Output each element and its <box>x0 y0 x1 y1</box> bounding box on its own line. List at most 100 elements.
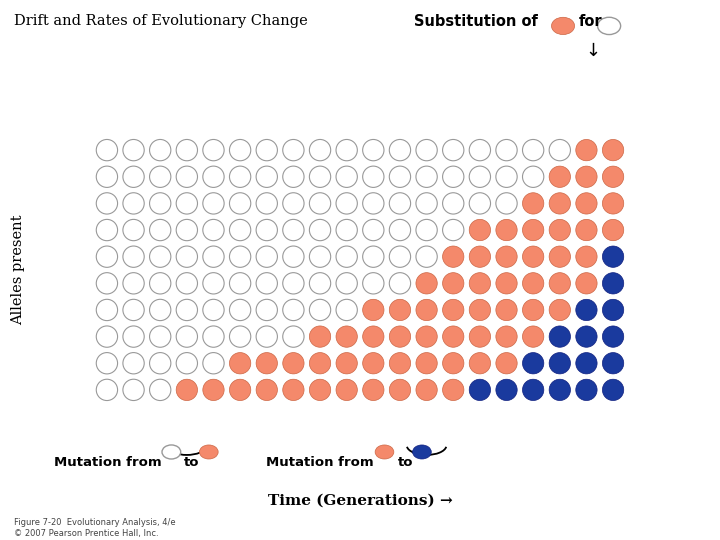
Circle shape <box>123 299 144 321</box>
Circle shape <box>496 326 517 347</box>
Circle shape <box>176 273 197 294</box>
Circle shape <box>230 273 251 294</box>
Circle shape <box>123 139 144 161</box>
Circle shape <box>496 193 517 214</box>
Circle shape <box>603 193 624 214</box>
Circle shape <box>549 139 570 161</box>
Circle shape <box>363 379 384 401</box>
Circle shape <box>199 445 218 459</box>
Circle shape <box>176 326 197 347</box>
Circle shape <box>230 246 251 267</box>
Circle shape <box>603 299 624 321</box>
Circle shape <box>469 246 490 267</box>
Circle shape <box>576 219 597 241</box>
Circle shape <box>150 166 171 187</box>
Circle shape <box>123 219 144 241</box>
Circle shape <box>603 139 624 161</box>
Circle shape <box>390 326 410 347</box>
Circle shape <box>283 273 304 294</box>
Circle shape <box>363 353 384 374</box>
Circle shape <box>576 246 597 267</box>
Circle shape <box>230 219 251 241</box>
Circle shape <box>256 353 277 374</box>
Text: ↓: ↓ <box>585 42 601 60</box>
Circle shape <box>363 246 384 267</box>
Circle shape <box>256 166 277 187</box>
Circle shape <box>469 193 490 214</box>
Circle shape <box>176 246 197 267</box>
Circle shape <box>96 219 117 241</box>
Circle shape <box>336 193 357 214</box>
Circle shape <box>443 219 464 241</box>
Circle shape <box>203 246 224 267</box>
Circle shape <box>496 219 517 241</box>
Circle shape <box>549 299 570 321</box>
Circle shape <box>496 246 517 267</box>
Circle shape <box>150 139 171 161</box>
Circle shape <box>310 379 330 401</box>
Circle shape <box>283 166 304 187</box>
Circle shape <box>123 326 144 347</box>
Circle shape <box>549 166 570 187</box>
Circle shape <box>469 219 490 241</box>
Text: Time (Generations) →: Time (Generations) → <box>268 494 452 508</box>
Circle shape <box>310 219 330 241</box>
Circle shape <box>283 353 304 374</box>
Text: for: for <box>579 14 603 29</box>
Circle shape <box>203 139 224 161</box>
Circle shape <box>496 379 517 401</box>
Circle shape <box>256 299 277 321</box>
Circle shape <box>443 193 464 214</box>
Circle shape <box>203 326 224 347</box>
Circle shape <box>150 193 171 214</box>
Circle shape <box>496 139 517 161</box>
Circle shape <box>150 299 171 321</box>
Circle shape <box>469 273 490 294</box>
Circle shape <box>523 193 544 214</box>
Circle shape <box>310 353 330 374</box>
Circle shape <box>390 299 410 321</box>
Circle shape <box>336 326 357 347</box>
Circle shape <box>549 326 570 347</box>
Circle shape <box>363 219 384 241</box>
Circle shape <box>523 219 544 241</box>
Circle shape <box>363 166 384 187</box>
Circle shape <box>416 299 437 321</box>
Circle shape <box>203 219 224 241</box>
Circle shape <box>310 299 330 321</box>
Circle shape <box>203 353 224 374</box>
Circle shape <box>203 273 224 294</box>
Circle shape <box>150 379 171 401</box>
Circle shape <box>96 299 117 321</box>
Circle shape <box>363 273 384 294</box>
Circle shape <box>523 273 544 294</box>
Circle shape <box>496 273 517 294</box>
Circle shape <box>576 379 597 401</box>
Circle shape <box>96 246 117 267</box>
Circle shape <box>230 299 251 321</box>
Circle shape <box>443 379 464 401</box>
Circle shape <box>256 246 277 267</box>
Circle shape <box>310 139 330 161</box>
Circle shape <box>598 17 621 35</box>
Circle shape <box>123 379 144 401</box>
Circle shape <box>469 139 490 161</box>
Circle shape <box>123 246 144 267</box>
Circle shape <box>283 246 304 267</box>
Circle shape <box>123 193 144 214</box>
Circle shape <box>416 273 437 294</box>
Circle shape <box>390 273 410 294</box>
Circle shape <box>390 193 410 214</box>
Circle shape <box>283 299 304 321</box>
Circle shape <box>150 219 171 241</box>
Circle shape <box>496 166 517 187</box>
Circle shape <box>603 273 624 294</box>
Text: Substitution of: Substitution of <box>414 14 538 29</box>
Circle shape <box>549 193 570 214</box>
Text: Alleles present: Alleles present <box>11 215 25 325</box>
Circle shape <box>230 353 251 374</box>
Circle shape <box>523 139 544 161</box>
Circle shape <box>390 353 410 374</box>
Circle shape <box>230 326 251 347</box>
Circle shape <box>496 353 517 374</box>
